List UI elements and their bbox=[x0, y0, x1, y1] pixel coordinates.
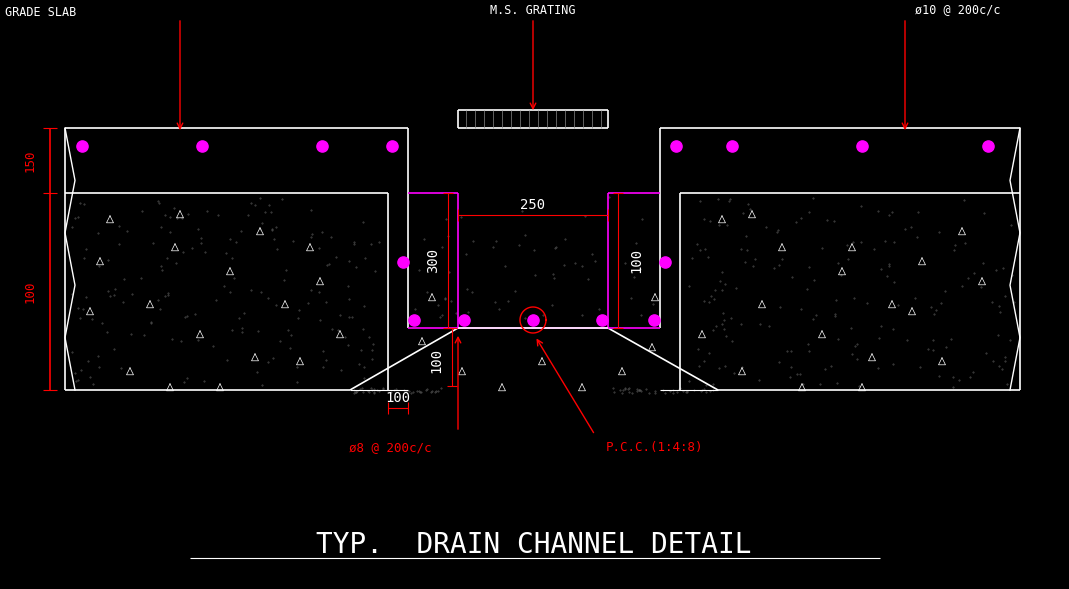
Point bbox=[405, 315, 422, 325]
Text: P.C.C.(1:4:8): P.C.C.(1:4:8) bbox=[606, 442, 703, 455]
Point bbox=[384, 141, 401, 151]
Text: TYP.  DRAIN CHANNEL DETAIL: TYP. DRAIN CHANNEL DETAIL bbox=[316, 531, 752, 559]
Point bbox=[646, 315, 663, 325]
Point bbox=[394, 257, 412, 267]
Text: 100: 100 bbox=[24, 280, 36, 303]
Text: ø10 @ 200c/c: ø10 @ 200c/c bbox=[915, 4, 1001, 16]
Text: 100: 100 bbox=[386, 391, 410, 405]
Point bbox=[455, 315, 472, 325]
Point bbox=[853, 141, 870, 151]
Text: 150: 150 bbox=[24, 149, 36, 172]
Point bbox=[724, 141, 741, 151]
Point bbox=[193, 141, 211, 151]
Point bbox=[656, 257, 673, 267]
Text: 100: 100 bbox=[629, 248, 642, 273]
Text: 100: 100 bbox=[429, 348, 443, 373]
Point bbox=[525, 315, 542, 325]
Text: 300: 300 bbox=[427, 248, 440, 273]
Text: GRADE SLAB: GRADE SLAB bbox=[5, 5, 76, 18]
Text: ø8 @ 200c/c: ø8 @ 200c/c bbox=[348, 442, 431, 455]
Point bbox=[593, 315, 610, 325]
Point bbox=[74, 141, 91, 151]
Point bbox=[313, 141, 330, 151]
Text: 250: 250 bbox=[521, 198, 545, 212]
Point bbox=[979, 141, 996, 151]
Point bbox=[667, 141, 684, 151]
Text: M.S. GRATING: M.S. GRATING bbox=[491, 4, 576, 16]
